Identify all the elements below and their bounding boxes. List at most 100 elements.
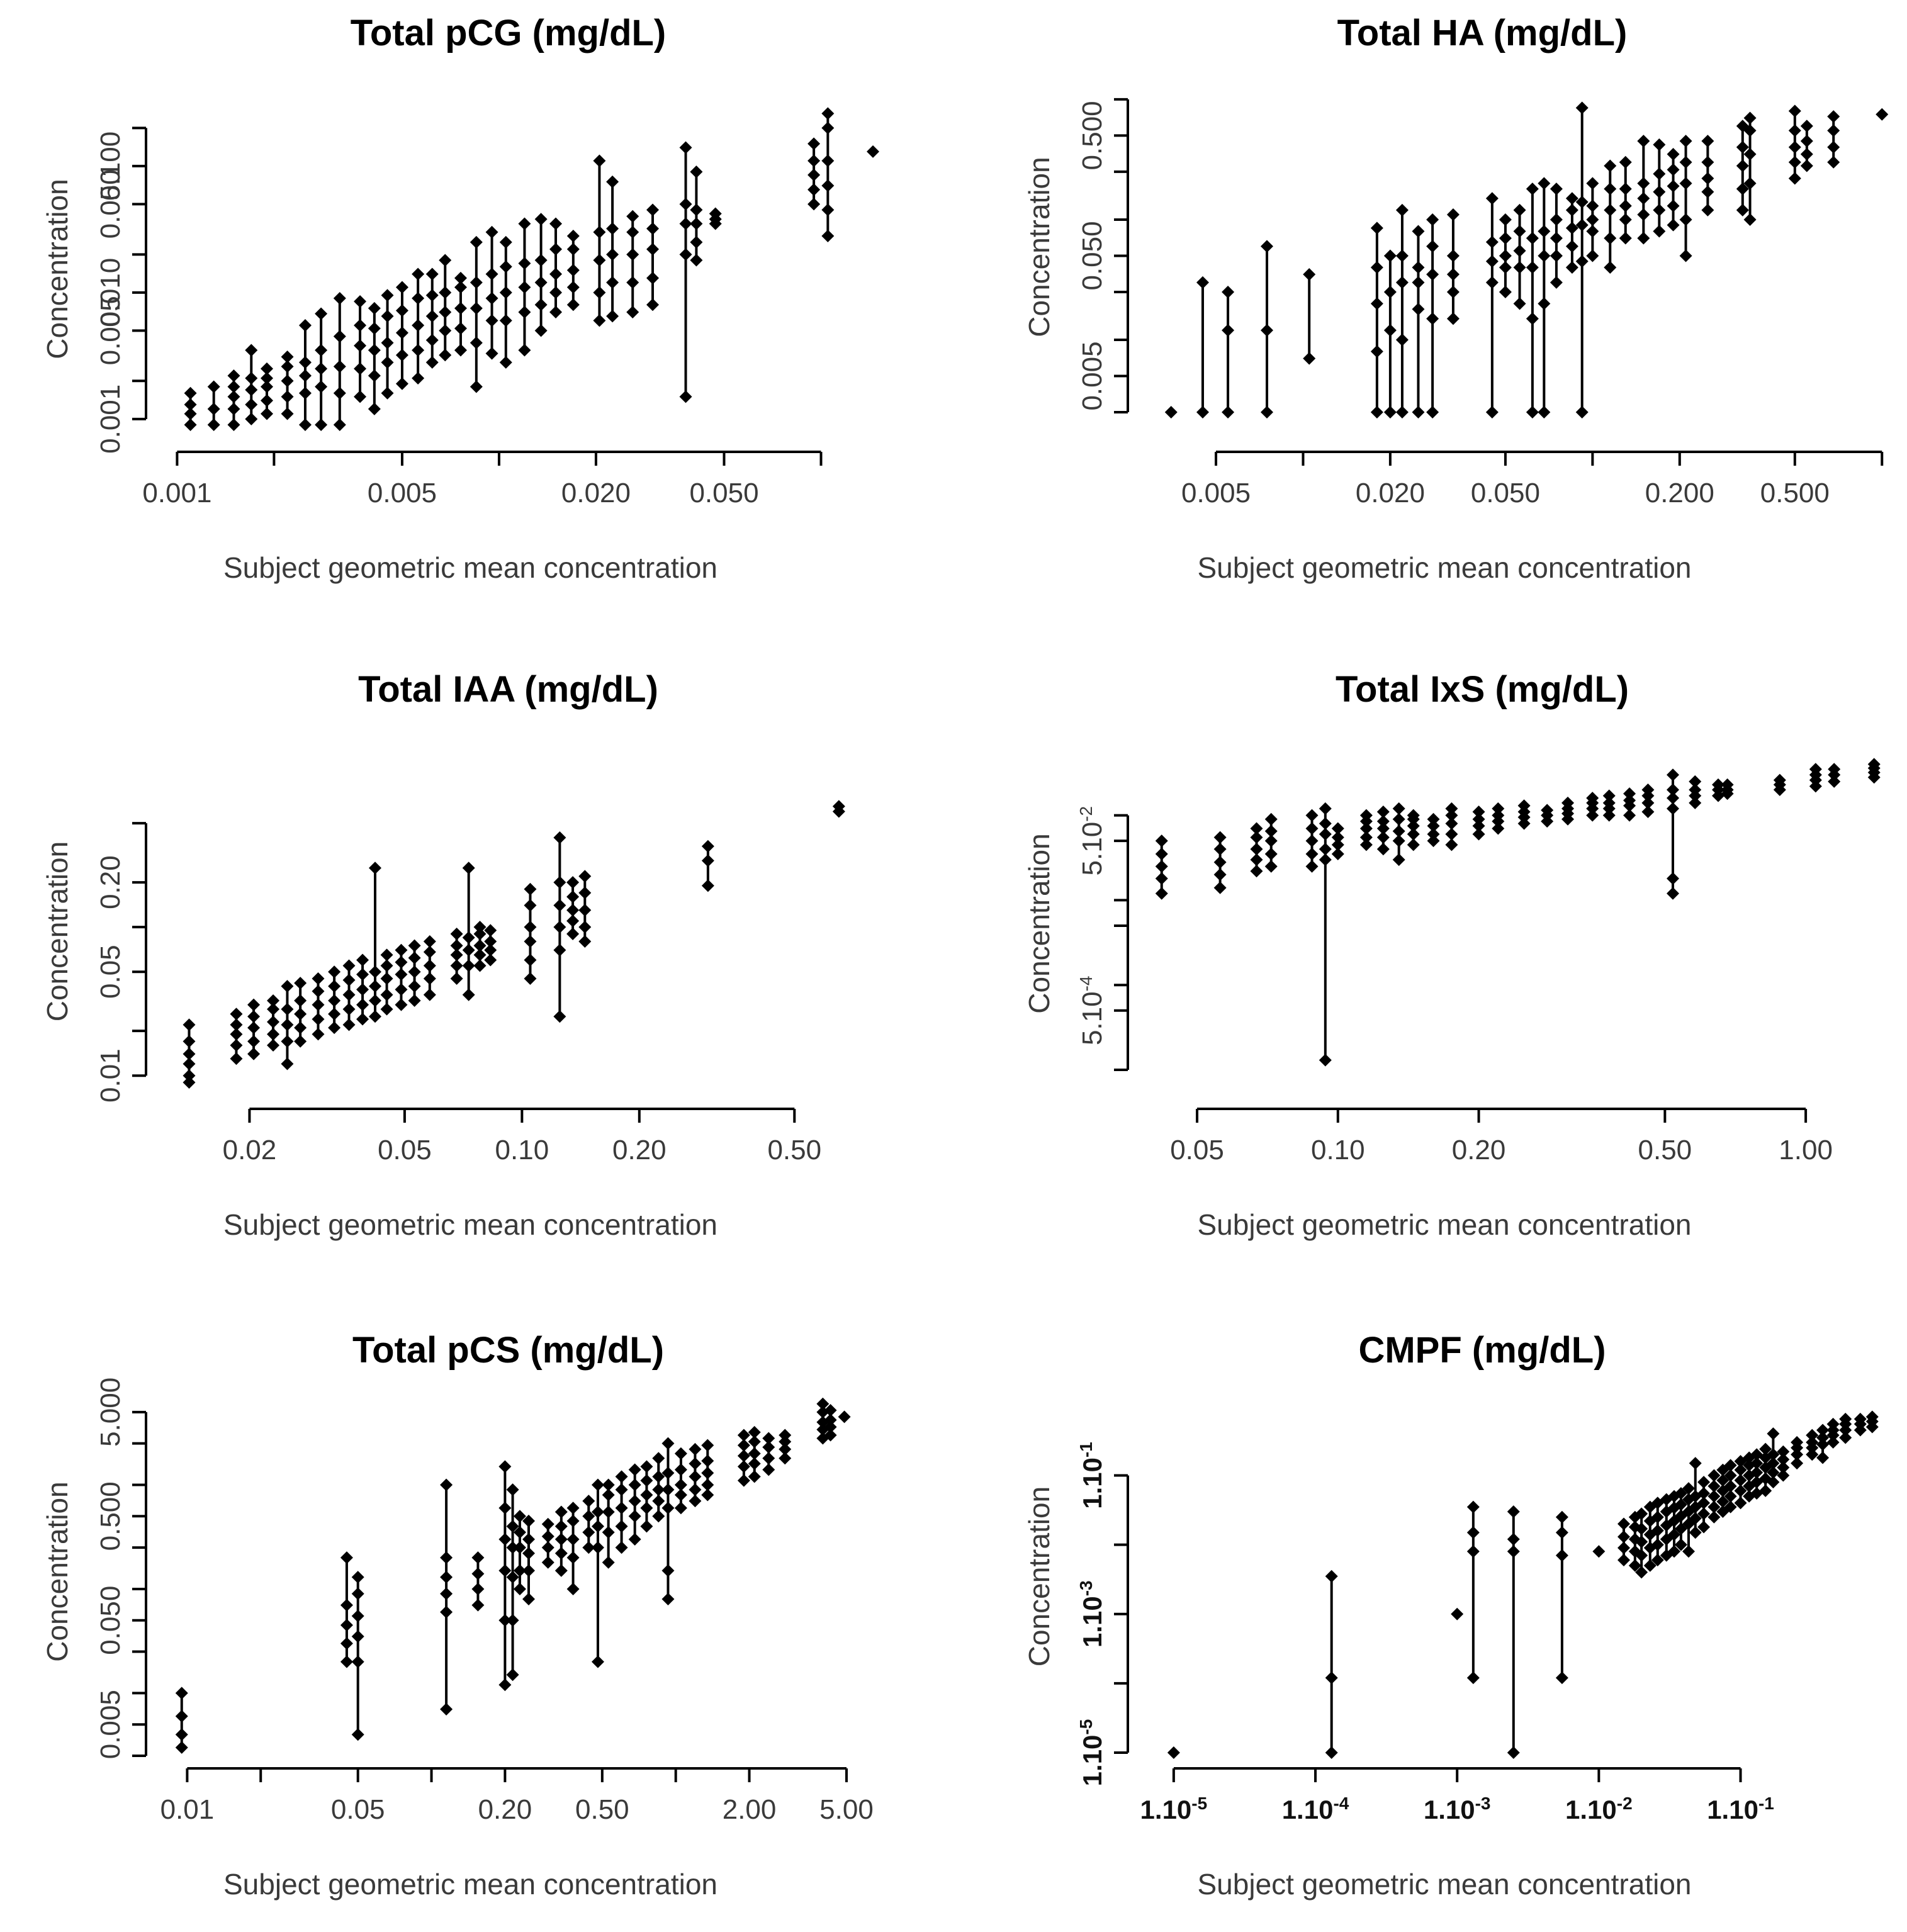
- x-tick-label: 0.10: [495, 1135, 549, 1165]
- data-point: [1816, 1451, 1830, 1464]
- data-point: [380, 959, 393, 972]
- data-point: [591, 1541, 604, 1554]
- data-point: [689, 1457, 702, 1470]
- subject-group: [1637, 135, 1650, 245]
- data-point: [1427, 834, 1440, 848]
- data-point: [1538, 249, 1551, 262]
- data-point: [408, 994, 421, 1007]
- data-point: [395, 943, 408, 957]
- data-point: [440, 1478, 453, 1491]
- data-point: [1788, 172, 1801, 185]
- data-point: [230, 1018, 243, 1031]
- data-point: [484, 953, 497, 967]
- data-point: [454, 322, 467, 335]
- data-point: [1395, 276, 1409, 289]
- data-point: [333, 360, 346, 373]
- subject-group: [470, 235, 483, 393]
- data-point: [1499, 261, 1512, 274]
- y-tick-label: 0.050: [95, 1586, 126, 1655]
- data-point: [582, 1525, 595, 1539]
- subject-group: [506, 1483, 519, 1682]
- data-point: [499, 260, 512, 273]
- data-point: [412, 267, 425, 281]
- data-point: [1839, 1412, 1852, 1425]
- data-point: [1800, 159, 1813, 172]
- x-tick-label: 5.00: [819, 1794, 874, 1825]
- data-point: [1773, 773, 1786, 787]
- panel-3: Total IAA (mg/dL) 0.02 0.05 0.10 0.20 0.50 0.0…: [41, 669, 845, 1241]
- data-point: [709, 207, 722, 220]
- data-point: [485, 314, 498, 327]
- data-point: [499, 235, 512, 249]
- subject-group: [183, 1018, 196, 1089]
- data-point: [1721, 778, 1734, 791]
- data-point: [184, 407, 197, 420]
- subject-group: [867, 145, 880, 158]
- data-point: [628, 1495, 641, 1508]
- data-point: [1383, 249, 1397, 262]
- subject-group: [1736, 120, 1749, 216]
- data-point: [513, 1525, 526, 1539]
- subject-group: [354, 295, 367, 403]
- data-point: [1777, 1445, 1790, 1458]
- data-point: [1759, 1484, 1772, 1497]
- subject-group: [1788, 104, 1801, 185]
- data-point: [1331, 822, 1344, 835]
- data-point: [566, 876, 580, 889]
- data-point: [1538, 225, 1551, 238]
- y-tick-label: 0.20: [95, 855, 126, 909]
- data-point: [652, 1483, 665, 1497]
- data-point: [1261, 406, 1274, 418]
- subject-group: [1777, 1445, 1790, 1482]
- data-point: [315, 380, 328, 393]
- data-point: [1427, 828, 1440, 841]
- data-point: [1538, 406, 1551, 418]
- subject-group: [408, 939, 421, 1007]
- subject-group: [356, 953, 369, 1026]
- data-point: [674, 1502, 687, 1515]
- subject-group: [1370, 222, 1383, 418]
- data-point: [267, 1015, 280, 1028]
- data-point: [661, 1592, 675, 1605]
- data-point: [652, 1470, 665, 1483]
- subject-group: [260, 362, 273, 420]
- data-point: [369, 1010, 382, 1023]
- subject-group: [1828, 763, 1841, 788]
- data-point: [340, 1619, 353, 1632]
- data-point: [1445, 828, 1458, 841]
- data-point: [1155, 860, 1168, 873]
- data-point: [701, 879, 714, 892]
- data-point: [471, 1551, 485, 1564]
- data-point: [1305, 822, 1319, 835]
- data-point: [549, 305, 563, 318]
- data-point: [1446, 268, 1460, 281]
- y-tick-label: 5.10-2: [1076, 806, 1108, 876]
- subject-group: [1426, 213, 1439, 418]
- subject-group: [473, 921, 487, 972]
- y-tick-label: 5.000: [95, 1378, 126, 1447]
- data-point: [541, 1517, 554, 1530]
- data-point: [779, 1435, 792, 1448]
- subject-group: [395, 943, 408, 1011]
- data-point: [315, 362, 328, 375]
- data-point: [1213, 831, 1227, 844]
- subject-group: [1679, 135, 1692, 262]
- data-point: [1619, 183, 1632, 196]
- data-point: [462, 943, 475, 957]
- data-point: [534, 254, 548, 267]
- data-point: [1707, 1469, 1721, 1482]
- y-tick-label: 0.005: [95, 296, 126, 365]
- subject-group: [709, 207, 722, 230]
- x-tick-label: 0.005: [1181, 478, 1251, 508]
- data-point: [838, 1410, 851, 1424]
- data-point: [380, 1003, 393, 1016]
- data-point: [679, 248, 692, 261]
- data-point: [1370, 261, 1383, 274]
- data-point: [737, 1460, 750, 1473]
- data-point: [471, 1567, 485, 1580]
- data-point: [1750, 1466, 1764, 1479]
- data-point: [1724, 1480, 1737, 1493]
- data-point: [473, 948, 487, 962]
- data-point: [821, 229, 835, 242]
- data-point: [230, 1008, 243, 1021]
